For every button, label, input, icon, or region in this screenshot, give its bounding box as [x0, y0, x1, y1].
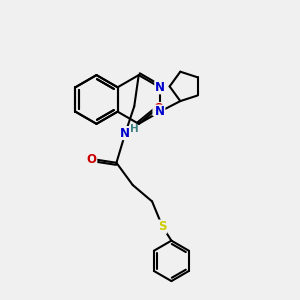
Text: S: S — [158, 220, 167, 233]
Text: H: H — [130, 124, 139, 134]
Text: O: O — [153, 103, 163, 116]
Text: O: O — [87, 153, 97, 166]
Text: N: N — [155, 105, 165, 118]
Text: N: N — [120, 127, 130, 140]
Text: N: N — [155, 81, 165, 94]
